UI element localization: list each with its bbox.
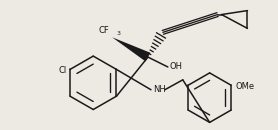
Text: OMe: OMe (235, 82, 254, 91)
Text: OH: OH (170, 63, 183, 72)
Text: Cl: Cl (59, 66, 67, 75)
Text: CF: CF (98, 26, 109, 35)
Text: 3: 3 (116, 31, 120, 36)
Polygon shape (112, 37, 150, 61)
Text: NH: NH (153, 85, 166, 94)
